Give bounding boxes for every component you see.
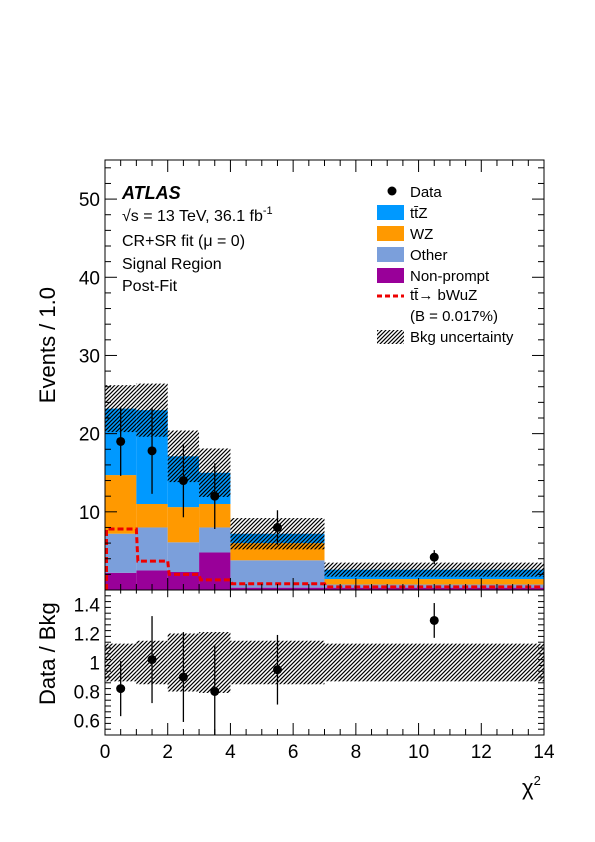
ratio-y-axis-title: Data / Bkg (35, 602, 60, 705)
xtick-label-14: 14 (533, 742, 555, 763)
data-point-4 (272, 522, 282, 532)
energy-lumi-label: √s = 13 TeV, 36.1 fb-1 (122, 205, 273, 225)
main-ytick-label-20: 20 (79, 425, 100, 446)
x-axis-title: χ2 (522, 773, 541, 800)
ratio-point-3 (210, 687, 220, 696)
ratio-ytick-label-4: 1.4 (74, 596, 101, 617)
ratio-points (116, 603, 439, 735)
bar-wz-bin-5 (324, 579, 544, 585)
legend-label-signal-br: (B = 0.017%) (410, 308, 498, 325)
legend-entry-nonprompt: Non-prompt (377, 268, 490, 285)
ratio-ytick-label-1: 0.8 (74, 683, 100, 704)
legend-entry-uncertainty: Bkg uncertainty (377, 329, 514, 346)
ratio-point-5 (429, 615, 439, 625)
main-y-axis: 10 20 30 40 50 (79, 167, 544, 591)
xtick-label-10: 10 (408, 742, 429, 763)
bar-other-bin-2 (167, 542, 200, 573)
bar-other-bin-0 (105, 533, 137, 573)
legend-swatch-data (387, 186, 397, 196)
bar-nonprompt-bin-3 (199, 552, 231, 590)
data-point-0 (116, 436, 126, 446)
legend-entry-signal: tt̄→ bWuZ (B = 0.017%) (377, 287, 498, 325)
postfit-label: Post-Fit (122, 278, 178, 295)
legend-swatch-ttz (377, 205, 404, 220)
legend-label-nonprompt: Non-prompt (410, 268, 490, 285)
stacked-histogram (105, 408, 544, 590)
legend-label-data: Data (410, 184, 442, 201)
main-x-ticks (104, 160, 545, 590)
bar-other-bin-3 (199, 527, 231, 553)
ratio-ytick-label-2: 1 (89, 654, 100, 675)
data-points (116, 407, 439, 565)
main-ytick-label-40: 40 (79, 268, 100, 289)
legend-label-ttz: tt̄Z (410, 205, 428, 222)
ratio-ytick-label-0: 0.6 (74, 712, 100, 733)
bkg-unc-bin-5 (324, 562, 544, 577)
ratio-point-4 (272, 665, 282, 675)
xtick-label-0: 0 (100, 742, 111, 763)
ratio-uncertainty-band (105, 632, 544, 693)
signal-histogram (105, 527, 544, 590)
bar-nonprompt-bin-2 (167, 572, 200, 590)
xtick-label-12: 12 (471, 742, 492, 763)
bar-wz-bin-0 (105, 475, 137, 534)
atlas-annotation: ATLAS √s = 13 TeV, 36.1 fb-1 CR+SR fit (… (121, 183, 273, 295)
legend-label-other: Other (410, 247, 448, 264)
ratio-ytick-label-3: 1.2 (74, 625, 100, 646)
bar-nonprompt-bin-1 (136, 570, 168, 590)
atlas-label: ATLAS (121, 183, 181, 203)
xtick-label-6: 6 (288, 742, 299, 763)
xtick-label-4: 4 (225, 742, 236, 763)
legend-entry-ttz: tt̄Z (377, 205, 428, 222)
main-ytick-label-10: 10 (79, 503, 100, 524)
region-label: Signal Region (122, 256, 222, 273)
fit-label: CR+SR fit (μ = 0) (122, 233, 245, 250)
main-ytick-label-30: 30 (79, 346, 100, 367)
lumi-unit-sup: -1 (263, 205, 273, 217)
legend-entry-other: Other (377, 247, 448, 264)
legend-swatch-other (377, 247, 404, 262)
data-point-2 (178, 476, 188, 486)
x-axis: 0 2 4 6 8 10 12 14 (100, 590, 555, 763)
ratio-point-1 (147, 655, 157, 665)
legend-entry-wz: WZ (377, 226, 433, 243)
ratio-unc-bin-5 (324, 643, 544, 682)
bar-other-bin-1 (136, 527, 168, 571)
legend-label-uncertainty: Bkg uncertainty (410, 329, 514, 346)
xtick-label-8: 8 (351, 742, 362, 763)
bar-nonprompt-bin-0 (105, 572, 137, 590)
main-ytick-label-50: 50 (79, 190, 100, 211)
legend-label-wz: WZ (410, 226, 433, 243)
data-point-1 (147, 446, 157, 456)
bar-wz-bin-1 (136, 504, 168, 528)
ratio-y-axis: 0.6 0.8 1 1.2 1.4 (74, 589, 544, 736)
data-point-3 (210, 491, 220, 501)
xtick-label-2: 2 (162, 742, 173, 763)
legend-swatch-nonprompt (377, 268, 404, 283)
ratio-point-0 (116, 684, 126, 694)
y-axis-title: Events / 1.0 (35, 287, 60, 403)
legend-label-signal: tt̄→ bWuZ (410, 287, 477, 304)
legend-swatch-wz (377, 226, 404, 241)
signal-line (105, 527, 544, 590)
data-point-5 (429, 552, 439, 562)
x-axis-title-sup: 2 (534, 773, 541, 788)
legend: Data tt̄Z WZ Other Non-prompt tt̄→ bWuZ … (377, 184, 514, 346)
legend-entry-data: Data (387, 184, 442, 201)
ratio-point-2 (178, 672, 188, 682)
legend-swatch-uncertainty (377, 330, 404, 344)
